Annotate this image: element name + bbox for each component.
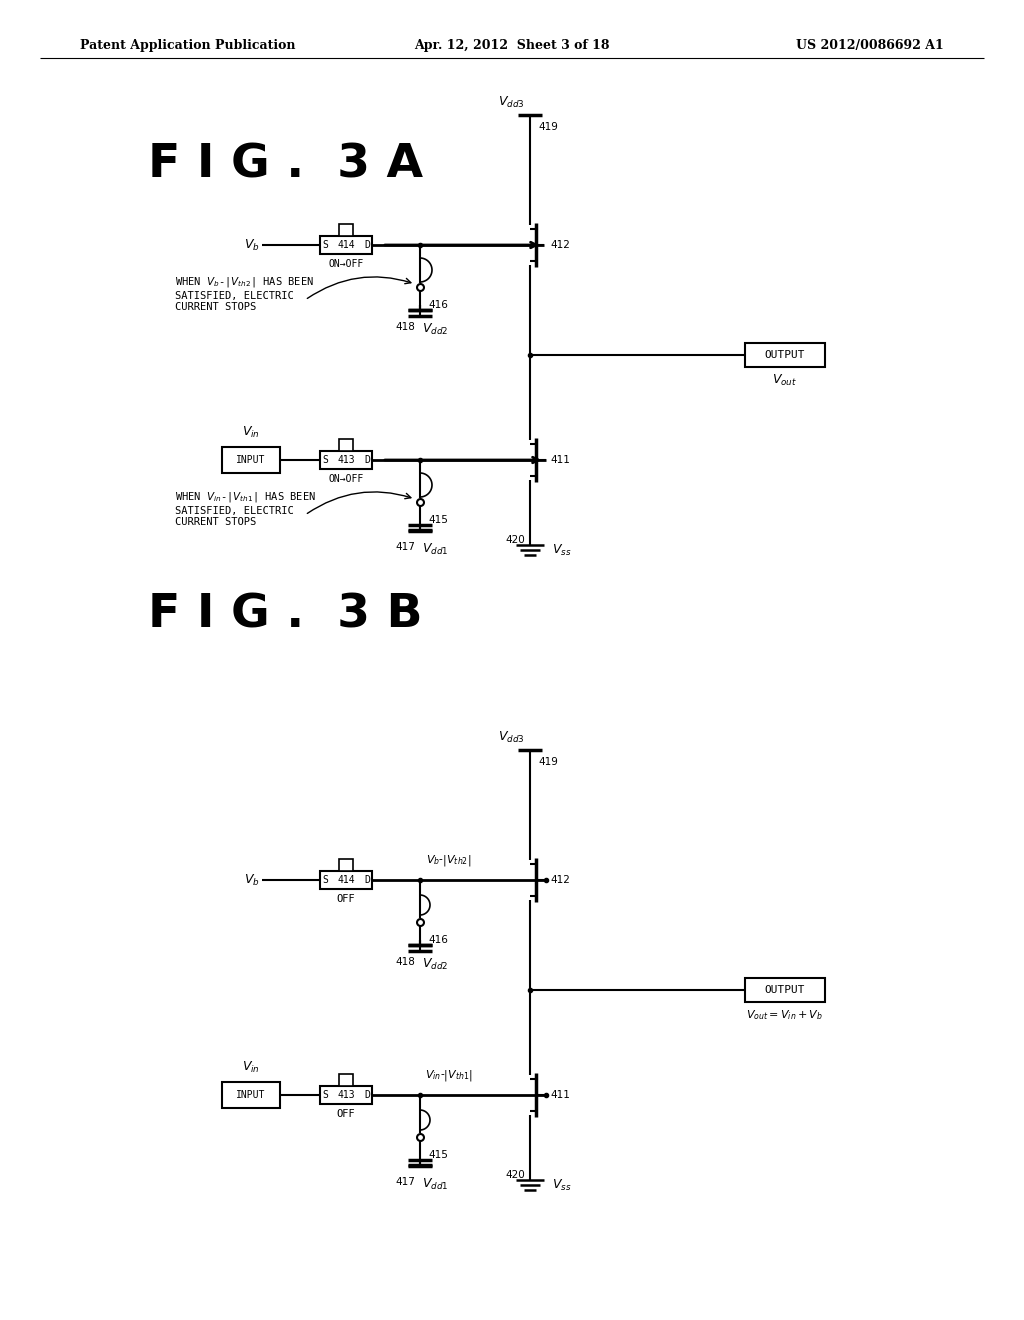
Bar (339, 224, 353, 236)
Text: 412: 412 (550, 240, 570, 249)
Text: OFF: OFF (337, 1109, 355, 1119)
Text: 413: 413 (337, 455, 354, 465)
Text: OFF: OFF (337, 894, 355, 904)
Text: 413: 413 (337, 1090, 354, 1100)
Text: 415: 415 (428, 515, 447, 525)
Bar (339, 859, 353, 871)
Text: 415: 415 (428, 1150, 447, 1160)
Text: $V_{in}$: $V_{in}$ (242, 1060, 260, 1074)
Text: S: S (322, 455, 328, 465)
Text: D: D (364, 455, 370, 465)
Text: WHEN $V_{in}$-|$V_{th1}$| HAS BEEN
SATISFIED, ELECTRIC
CURRENT STOPS: WHEN $V_{in}$-|$V_{th1}$| HAS BEEN SATIS… (175, 490, 316, 527)
Text: 416: 416 (428, 935, 447, 945)
Text: D: D (364, 875, 370, 884)
Bar (319, 871, 372, 888)
Text: ON→OFF: ON→OFF (329, 474, 364, 484)
Text: 414: 414 (337, 875, 354, 884)
Text: 411: 411 (550, 1090, 570, 1100)
Text: $V_b$: $V_b$ (245, 238, 260, 252)
Text: $V_{ss}$: $V_{ss}$ (552, 543, 571, 557)
Text: WHEN $V_b$-|$V_{th2}$| HAS BEEN
SATISFIED, ELECTRIC
CURRENT STOPS: WHEN $V_b$-|$V_{th2}$| HAS BEEN SATISFIE… (175, 275, 314, 313)
Text: 420: 420 (505, 535, 525, 545)
Text: $V_{dd1}$: $V_{dd1}$ (422, 543, 449, 557)
Text: 412: 412 (550, 875, 570, 884)
Text: 418: 418 (395, 957, 415, 968)
Bar (339, 440, 353, 451)
Text: US 2012/0086692 A1: US 2012/0086692 A1 (797, 40, 944, 53)
Bar (745, 343, 825, 367)
Text: $V_{dd3}$: $V_{dd3}$ (499, 730, 525, 744)
Text: $V_b$-|$V_{th2}$|: $V_b$-|$V_{th2}$| (426, 853, 472, 869)
Text: INPUT: INPUT (237, 1090, 265, 1100)
Text: $V_{in}$: $V_{in}$ (242, 425, 260, 440)
Text: OUTPUT: OUTPUT (765, 985, 805, 995)
Text: $V_{dd1}$: $V_{dd1}$ (422, 1177, 449, 1192)
Text: $V_b$: $V_b$ (245, 873, 260, 887)
Text: F I G .  3 A: F I G . 3 A (148, 143, 423, 187)
Text: 414: 414 (337, 240, 354, 249)
Bar (339, 1074, 353, 1086)
Text: 417: 417 (395, 543, 415, 552)
Text: F I G .  3 B: F I G . 3 B (148, 593, 423, 638)
Text: $V_{in}$-|$V_{th1}$|: $V_{in}$-|$V_{th1}$| (425, 1068, 473, 1082)
Text: D: D (364, 240, 370, 249)
Bar (319, 451, 372, 469)
Text: Apr. 12, 2012  Sheet 3 of 18: Apr. 12, 2012 Sheet 3 of 18 (415, 40, 609, 53)
Text: D: D (364, 1090, 370, 1100)
Text: $V_{dd2}$: $V_{dd2}$ (422, 957, 449, 972)
Text: 420: 420 (505, 1170, 525, 1180)
Text: $V_{out}=V_{in}+V_b$: $V_{out}=V_{in}+V_b$ (746, 1008, 823, 1022)
Text: INPUT: INPUT (237, 455, 265, 465)
Text: 411: 411 (550, 455, 570, 465)
Bar (319, 236, 372, 253)
Bar (319, 1086, 372, 1104)
Text: $V_{out}$: $V_{out}$ (772, 374, 798, 388)
Text: 417: 417 (395, 1177, 415, 1187)
Text: S: S (322, 1090, 328, 1100)
Text: $V_{dd3}$: $V_{dd3}$ (499, 95, 525, 110)
Text: 419: 419 (538, 121, 558, 132)
Bar (745, 978, 825, 1002)
Text: $V_{ss}$: $V_{ss}$ (552, 1177, 571, 1192)
Text: S: S (322, 875, 328, 884)
Text: 418: 418 (395, 322, 415, 333)
Text: OUTPUT: OUTPUT (765, 350, 805, 360)
Text: $V_{dd2}$: $V_{dd2}$ (422, 322, 449, 337)
Bar (222, 1082, 280, 1107)
Text: 419: 419 (538, 756, 558, 767)
Text: 416: 416 (428, 300, 447, 310)
Text: S: S (322, 240, 328, 249)
Text: Patent Application Publication: Patent Application Publication (80, 40, 296, 53)
Bar (222, 447, 280, 473)
Text: ON→OFF: ON→OFF (329, 259, 364, 269)
